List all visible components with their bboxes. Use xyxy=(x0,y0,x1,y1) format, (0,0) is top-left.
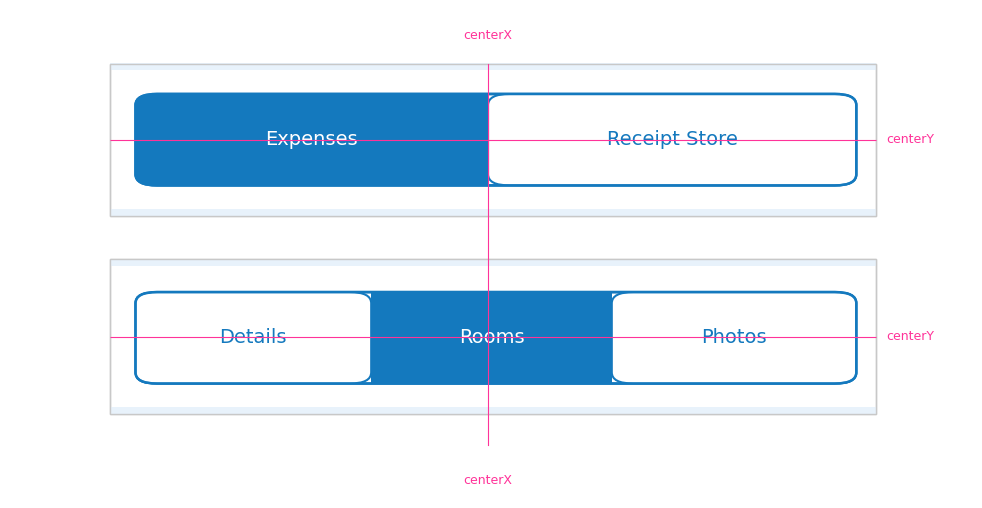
FancyBboxPatch shape xyxy=(612,292,856,384)
Text: Receipt Store: Receipt Store xyxy=(607,130,737,149)
Text: centerY: centerY xyxy=(886,330,934,343)
Bar xyxy=(110,64,876,70)
FancyBboxPatch shape xyxy=(110,64,876,216)
FancyBboxPatch shape xyxy=(136,94,856,185)
Text: Expenses: Expenses xyxy=(265,130,358,149)
FancyBboxPatch shape xyxy=(488,94,856,185)
Text: centerY: centerY xyxy=(886,133,934,146)
FancyBboxPatch shape xyxy=(136,292,856,384)
FancyBboxPatch shape xyxy=(110,259,876,414)
Bar xyxy=(110,407,876,414)
Text: Rooms: Rooms xyxy=(459,328,524,347)
Bar xyxy=(110,209,876,216)
Text: centerX: centerX xyxy=(464,473,513,487)
Text: Details: Details xyxy=(220,328,287,347)
Text: centerX: centerX xyxy=(464,29,513,42)
FancyBboxPatch shape xyxy=(136,292,371,384)
Bar xyxy=(110,259,876,266)
FancyBboxPatch shape xyxy=(136,292,856,384)
Text: Photos: Photos xyxy=(701,328,767,347)
FancyBboxPatch shape xyxy=(136,94,856,185)
